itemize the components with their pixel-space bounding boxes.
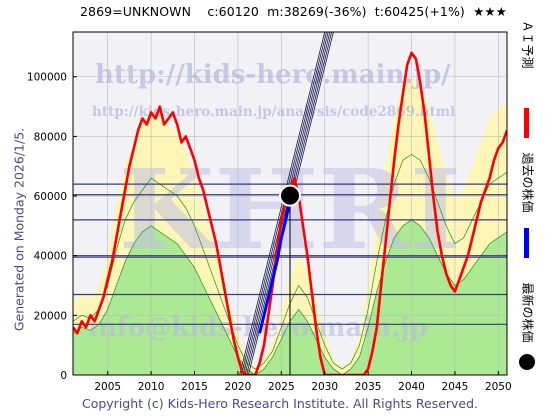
y-tick-label: 100000 [27, 72, 67, 84]
x-tick-label: 2010 [138, 381, 165, 393]
rating-stars: ★★★ [473, 4, 507, 19]
mid-price: m:38269(-36%) [267, 4, 367, 19]
y-tick-label: 60000 [34, 191, 67, 203]
legend-label-latest: 最新の株価 [520, 282, 535, 343]
watermark-url: http://kids-hero.main.jp/ [95, 60, 451, 90]
watermark-path: http://kids-hero.main.jp/analysis/code28… [92, 104, 455, 120]
header-info: 2869=UNKNOWN c:60120 m:38269(-36%) t:604… [80, 4, 507, 19]
stock-code: 2869=UNKNOWN [80, 4, 192, 19]
current-price: c:60120 [207, 4, 259, 19]
latest-price-dot [279, 184, 301, 207]
plot-frame [72, 31, 508, 376]
x-tick-label: 2035 [355, 381, 382, 393]
legend: ＡＩ予測 過去の株価 最新の株価 [513, 0, 543, 420]
legend-swatch-prediction [524, 108, 529, 138]
legend-swatch-past [524, 228, 529, 258]
legend-item-past: 過去の株価 [513, 148, 543, 258]
x-tick-label: 2040 [398, 381, 425, 393]
x-tick-label: 2050 [485, 381, 512, 393]
y-tick-label: 0 [60, 370, 67, 382]
legend-item-latest: 最新の株価 [513, 278, 543, 378]
y-tick-label: 80000 [34, 131, 67, 143]
copyright-footer: Copyright (c) Kids-Hero Research Institu… [81, 396, 479, 411]
x-tick-label: 2030 [311, 381, 338, 393]
y-tick-label: 40000 [34, 251, 67, 263]
x-tick-label: 2005 [94, 381, 121, 393]
x-tick-label: 2020 [225, 381, 252, 393]
target-price: t:60425(+1%) [374, 4, 465, 19]
x-tick-label: 2045 [442, 381, 469, 393]
past-price-line [258, 195, 292, 334]
legend-label-past: 過去の株価 [520, 152, 535, 213]
x-tick-label: 2025 [268, 381, 295, 393]
legend-label-prediction: ＡＩ予測 [520, 20, 535, 69]
green-band [73, 219, 507, 375]
y-tick-label: 20000 [34, 310, 67, 322]
trend-line [239, 32, 326, 375]
legend-dot-latest [519, 354, 535, 370]
x-tick-label: 2015 [181, 381, 208, 393]
legend-item-prediction: ＡＩ予測 [513, 20, 543, 138]
